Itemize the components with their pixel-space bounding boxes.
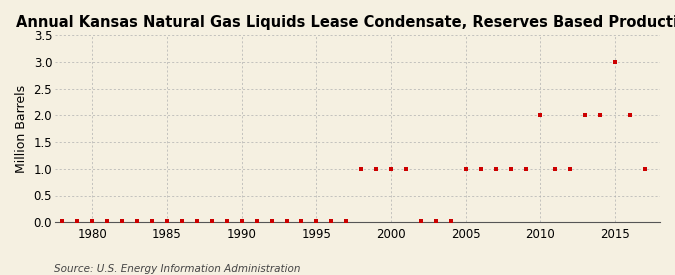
- Point: [416, 219, 427, 223]
- Point: [161, 219, 172, 223]
- Point: [610, 60, 620, 64]
- Point: [266, 219, 277, 223]
- Point: [356, 167, 367, 171]
- Point: [146, 219, 157, 223]
- Point: [595, 113, 605, 118]
- Point: [535, 113, 546, 118]
- Text: Source: U.S. Energy Information Administration: Source: U.S. Energy Information Administ…: [54, 264, 300, 274]
- Point: [475, 167, 486, 171]
- Point: [385, 167, 396, 171]
- Point: [371, 167, 381, 171]
- Point: [550, 167, 561, 171]
- Point: [341, 219, 352, 223]
- Point: [640, 167, 651, 171]
- Point: [87, 219, 98, 223]
- Point: [42, 219, 53, 223]
- Point: [505, 167, 516, 171]
- Point: [281, 219, 292, 223]
- Point: [132, 219, 142, 223]
- Point: [192, 219, 202, 223]
- Y-axis label: Million Barrels: Million Barrels: [15, 85, 28, 173]
- Point: [72, 219, 83, 223]
- Point: [251, 219, 262, 223]
- Point: [311, 219, 322, 223]
- Point: [625, 113, 636, 118]
- Title: Annual Kansas Natural Gas Liquids Lease Condensate, Reserves Based Production: Annual Kansas Natural Gas Liquids Lease …: [16, 15, 675, 30]
- Point: [117, 219, 128, 223]
- Point: [460, 167, 471, 171]
- Point: [296, 219, 307, 223]
- Point: [102, 219, 113, 223]
- Point: [431, 219, 441, 223]
- Point: [401, 167, 412, 171]
- Point: [326, 219, 337, 223]
- Point: [490, 167, 501, 171]
- Point: [520, 167, 531, 171]
- Point: [236, 219, 247, 223]
- Point: [221, 219, 232, 223]
- Point: [177, 219, 188, 223]
- Point: [207, 219, 217, 223]
- Point: [580, 113, 591, 118]
- Point: [57, 219, 68, 223]
- Point: [565, 167, 576, 171]
- Point: [446, 219, 456, 223]
